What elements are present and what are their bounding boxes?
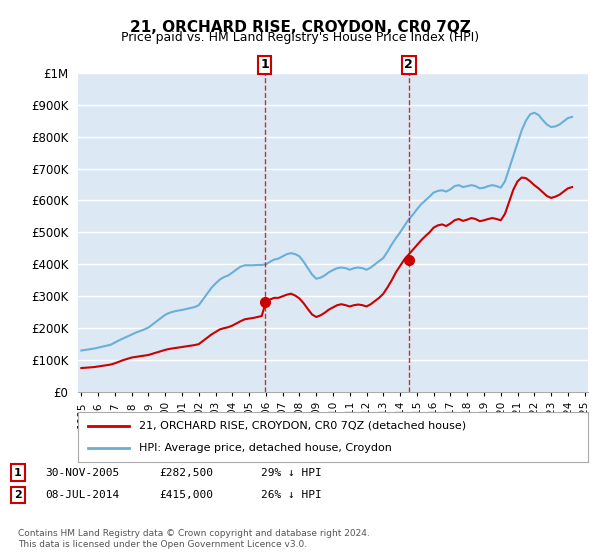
Text: Price paid vs. HM Land Registry's House Price Index (HPI): Price paid vs. HM Land Registry's House … xyxy=(121,31,479,44)
Text: 21, ORCHARD RISE, CROYDON, CR0 7QZ: 21, ORCHARD RISE, CROYDON, CR0 7QZ xyxy=(130,20,470,35)
Text: 2: 2 xyxy=(404,58,413,71)
Text: 21, ORCHARD RISE, CROYDON, CR0 7QZ (detached house): 21, ORCHARD RISE, CROYDON, CR0 7QZ (deta… xyxy=(139,421,466,431)
Text: Contains HM Land Registry data © Crown copyright and database right 2024.
This d: Contains HM Land Registry data © Crown c… xyxy=(18,529,370,549)
Text: 26% ↓ HPI: 26% ↓ HPI xyxy=(261,490,322,500)
Text: 1: 1 xyxy=(260,58,269,71)
Text: £415,000: £415,000 xyxy=(159,490,213,500)
Text: 08-JUL-2014: 08-JUL-2014 xyxy=(45,490,119,500)
Text: 2: 2 xyxy=(14,490,22,500)
Text: HPI: Average price, detached house, Croydon: HPI: Average price, detached house, Croy… xyxy=(139,443,392,453)
Text: 29% ↓ HPI: 29% ↓ HPI xyxy=(261,468,322,478)
Text: 30-NOV-2005: 30-NOV-2005 xyxy=(45,468,119,478)
Text: £282,500: £282,500 xyxy=(159,468,213,478)
Text: 1: 1 xyxy=(14,468,22,478)
